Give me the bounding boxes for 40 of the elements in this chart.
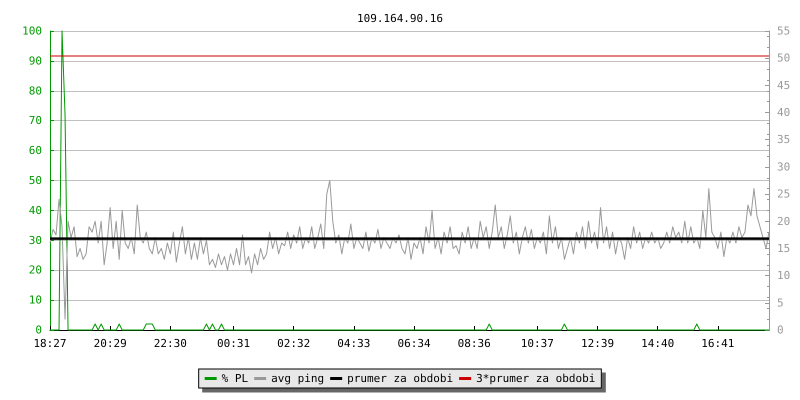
y-tick-label: 0	[35, 324, 42, 336]
x-tick-label: 18:27	[33, 337, 67, 350]
y2-tick-label: 35	[777, 133, 790, 146]
legend-label: avg ping	[271, 372, 324, 385]
legend-label: 3*prumer za obdobi	[476, 372, 596, 385]
y-tick-label: 30	[28, 234, 42, 247]
x-tick-label: 12:39	[580, 337, 614, 350]
chart-title: 109.164.90.16	[356, 12, 444, 25]
y-tick-label: 20	[28, 264, 42, 277]
x-tick-label: 16:41	[701, 337, 734, 350]
y2-tick-label: 0	[777, 324, 784, 336]
x-tick-label: 14:40	[641, 337, 674, 350]
x-tick-label: 08:36	[458, 337, 491, 350]
y-tick-label: 80	[28, 84, 42, 98]
x-tick-label: 06:34	[397, 337, 431, 350]
y-tick-label: 70	[28, 114, 42, 128]
y2-tick-label: 15	[777, 242, 790, 255]
y2-tick-label: 10	[777, 269, 790, 282]
y-tick-label: 50	[28, 174, 42, 187]
x-tick-label: 02:32	[277, 337, 310, 350]
y-tick-label: 60	[28, 144, 42, 158]
y2-tick-label: 45	[777, 78, 790, 92]
x-tick-label: 04:33	[337, 337, 370, 350]
legend-label: prumer za obdobi	[347, 372, 454, 385]
y2-tick-label: 30	[777, 160, 790, 174]
x-tick-label: 10:37	[520, 337, 554, 350]
y-tick-label: 10	[28, 294, 42, 307]
legend-label: % PL	[222, 372, 249, 385]
y-tick-label: 90	[28, 54, 42, 68]
y2-tick-label: 5	[777, 296, 784, 310]
y2-tick-label: 40	[777, 106, 790, 120]
x-tick-label: 22:30	[154, 337, 187, 350]
y2-tick-label: 25	[777, 188, 790, 201]
x-tick-label: 20:29	[94, 337, 127, 350]
y-tick-label: 40	[28, 204, 42, 217]
y-tick-label: 100	[22, 24, 42, 38]
y2-tick-label: 55	[777, 24, 790, 38]
x-tick-label: 00:31	[216, 337, 250, 350]
y2-tick-label: 20	[777, 214, 790, 228]
y2-tick-label: 50	[777, 52, 790, 65]
